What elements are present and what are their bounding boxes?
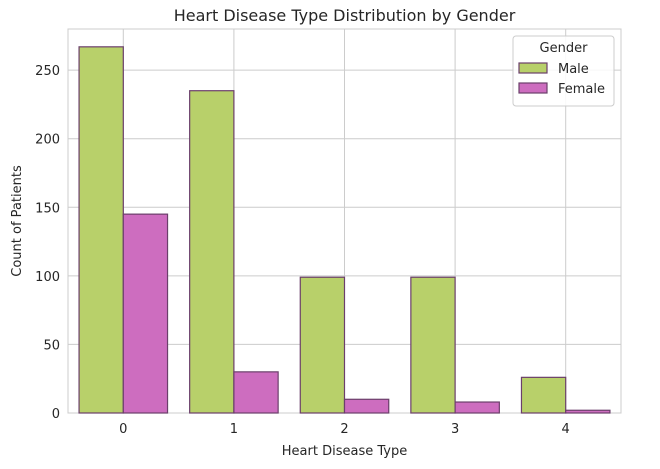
x-axis-label: Heart Disease Type [282,444,407,459]
bar-female-4 [565,409,611,414]
y-tick-label: 0 [52,407,60,422]
bar-male-1 [189,90,235,414]
y-tick-label: 50 [43,338,60,353]
bar-male-3 [410,276,456,414]
bar-female-0 [122,213,169,414]
legend-title: Gender [540,41,589,56]
x-tick-label: 2 [340,422,348,437]
y-tick-label: 150 [35,201,60,216]
x-tick-label: 3 [451,422,459,437]
legend-label-male: Male [558,62,589,77]
x-tick-label: 1 [230,422,238,437]
x-tick-label: 4 [562,422,570,437]
bar-male-2 [299,276,346,414]
bar-male-4 [520,376,567,414]
legend-swatch-female [518,82,548,94]
bar-female-2 [343,398,390,414]
y-tick-label: 100 [35,270,60,285]
bar-female-1 [233,371,279,414]
bar-female-3 [454,401,500,414]
legend-label-female: Female [558,82,605,97]
bar-male-0 [78,46,124,414]
legend-swatch-male [518,62,548,74]
x-tick-label: 0 [119,422,127,437]
y-ticks: 0 50 100 150 200 250 [35,64,60,422]
bars [78,46,611,414]
legend: Gender Male Female [512,35,615,107]
y-tick-label: 200 [35,133,60,148]
chart-title: Heart Disease Type Distribution by Gende… [174,6,516,25]
y-axis-label: Count of Patients [10,165,25,277]
x-ticks: 0 1 2 3 4 [119,422,570,437]
y-tick-label: 250 [35,64,60,79]
